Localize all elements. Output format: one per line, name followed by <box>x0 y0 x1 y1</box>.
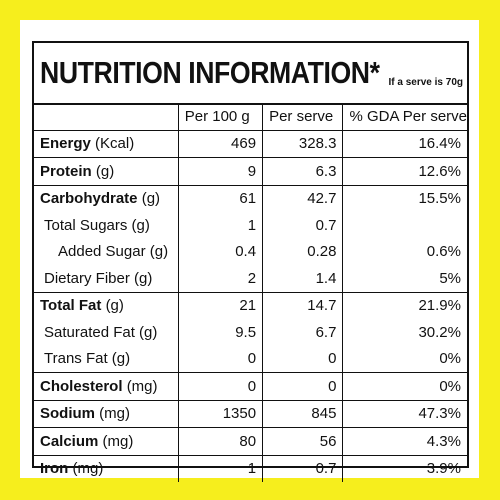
table-header-row: Per 100 g Per serve % GDA Per serve <box>34 103 467 131</box>
nutrient-name: Trans Fat (g) <box>34 345 179 373</box>
nutrient-unit: (mg) <box>102 432 134 450</box>
per-serve-value: 328.3 <box>262 130 344 158</box>
nutrient-cell: Total Fat (g) <box>34 291 179 319</box>
nutrient-cell: Cholesterol (mg) <box>34 372 179 400</box>
per-100g-value: 1350 <box>177 399 264 428</box>
nutrition-title: NUTRITION INFORMATION* <box>40 55 380 90</box>
nutrient-unit: (mg) <box>126 377 158 395</box>
nutrient-unit: (g) <box>105 297 124 315</box>
per-serve-value: 14.7 <box>262 291 344 319</box>
table-row-sodium: Sodium (mg) 1350 845 47.3% <box>34 399 467 428</box>
gda-value: 21.9% <box>342 291 467 319</box>
table-row-total-fat: Total Fat (g) 21 14.7 21.9% <box>34 291 467 319</box>
per-100g-value: 0.4 <box>177 238 264 265</box>
table-row-cholesterol: Cholesterol (mg) 0 0 0% <box>34 372 467 400</box>
nutrient-name: Calcium <box>40 432 99 450</box>
per-serve-value: 845 <box>262 399 344 428</box>
per-100g-value: 9.5 <box>177 319 264 346</box>
nutrient-name: Iron <box>40 460 69 478</box>
gda-value: 0% <box>342 372 467 400</box>
gda-value: 30.2% <box>342 319 467 346</box>
per-serve-value: 6.3 <box>262 157 344 185</box>
per-serve-value: 0 <box>262 372 344 400</box>
per-100g-value: 1 <box>177 454 264 482</box>
gda-value: 12.6% <box>342 157 467 185</box>
nutrient-name: Protein <box>40 162 92 180</box>
per-100g-value: 9 <box>177 157 264 185</box>
nutrient-unit: (Kcal) <box>95 135 135 153</box>
gda-value: 4.3% <box>342 427 467 455</box>
nutrient-cell: Energy (Kcal) <box>34 130 179 158</box>
per-100g-value: 469 <box>177 130 264 158</box>
nutrient-unit: (mg) <box>72 460 104 478</box>
per-serve-value: 6.7 <box>262 319 344 346</box>
nutrient-cell: Protein (g) <box>34 157 179 185</box>
gda-value: 0.6% <box>342 238 467 265</box>
nutrient-unit: (mg) <box>99 405 130 423</box>
nutrient-unit: (g) <box>141 190 161 208</box>
per-serve-value: 0.28 <box>262 238 344 265</box>
label-panel: NUTRITION INFORMATION* If a serve is 70g… <box>20 20 479 482</box>
table-row-saturated-fat: Saturated Fat (g) 9.5 6.7 30.2% <box>34 319 467 346</box>
nutrient-name: Total Sugars (g) <box>34 212 179 239</box>
nutrient-name: Dietary Fiber (g) <box>34 265 179 292</box>
gda-value: 5% <box>342 265 467 292</box>
header-per-serve: Per serve <box>262 103 344 131</box>
nutrition-table-frame: NUTRITION INFORMATION* If a serve is 70g… <box>32 41 469 482</box>
nutrient-name: Total Fat <box>40 297 102 315</box>
nutrient-name: Sodium <box>40 405 95 423</box>
nutrient-cell: Iron (mg) <box>34 454 179 482</box>
per-100g-value: 0 <box>177 345 264 373</box>
table-row-protein: Protein (g) 9 6.3 12.6% <box>34 157 467 185</box>
per-100g-value: 21 <box>177 291 264 319</box>
serve-size-note: If a serve is 70g <box>388 77 464 88</box>
header-gda-per-serve: % GDA Per serve <box>342 103 467 131</box>
gda-value: 16.4% <box>342 130 467 158</box>
nutrient-cell: Calcium (mg) <box>34 427 179 455</box>
gda-value: 15.5% <box>342 184 467 212</box>
nutrient-name: Saturated Fat (g) <box>34 319 179 346</box>
table-row-trans-fat: Trans Fat (g) 0 0 0% <box>34 345 467 373</box>
table-row-carbohydrate: Carbohydrate (g) 61 42.7 15.5% <box>34 184 467 212</box>
nutrient-name: Carbohydrate <box>40 190 138 208</box>
per-serve-value: 42.7 <box>262 184 344 212</box>
table-row-iron: Iron (mg) 1 0.7 3.9% <box>34 454 467 482</box>
title-row: NUTRITION INFORMATION* If a serve is 70g <box>34 43 467 105</box>
per-100g-value: 61 <box>177 184 264 212</box>
nutrient-cell: Carbohydrate (g) <box>34 184 179 212</box>
nutrient-name: Energy <box>40 135 91 153</box>
nutrient-unit: (g) <box>95 162 115 180</box>
table-row-calcium: Calcium (mg) 80 56 4.3% <box>34 427 467 455</box>
gda-value: 0% <box>342 345 467 373</box>
table-row-added-sugar: Added Sugar (g) 0.4 0.28 0.6% <box>34 238 467 265</box>
table-row-total-sugars: Total Sugars (g) 1 0.7 <box>34 212 467 239</box>
per-100g-value: 0 <box>177 372 264 400</box>
per-100g-value: 1 <box>177 212 264 239</box>
per-100g-value: 2 <box>177 265 264 292</box>
nutrient-name: Added Sugar (g) <box>34 238 179 265</box>
gda-value <box>342 212 467 239</box>
nutrition-table: Per 100 g Per serve % GDA Per serve Ener… <box>34 103 467 482</box>
header-nutrient <box>34 103 179 131</box>
table-row-energy: Energy (Kcal) 469 328.3 16.4% <box>34 130 467 158</box>
gda-value: 3.9% <box>342 454 467 482</box>
per-100g-value: 80 <box>177 427 264 455</box>
table-row-dietary-fiber: Dietary Fiber (g) 2 1.4 5% <box>34 265 467 292</box>
gda-value: 47.3% <box>342 399 467 428</box>
header-per-100g: Per 100 g <box>177 103 264 131</box>
per-serve-value: 0 <box>262 345 344 373</box>
nutrient-name: Cholesterol <box>40 377 123 395</box>
per-serve-value: 56 <box>262 427 344 455</box>
nutrient-cell: Sodium (mg) <box>34 399 179 428</box>
per-serve-value: 0.7 <box>262 454 344 482</box>
per-serve-value: 1.4 <box>262 265 344 292</box>
per-serve-value: 0.7 <box>262 212 344 239</box>
